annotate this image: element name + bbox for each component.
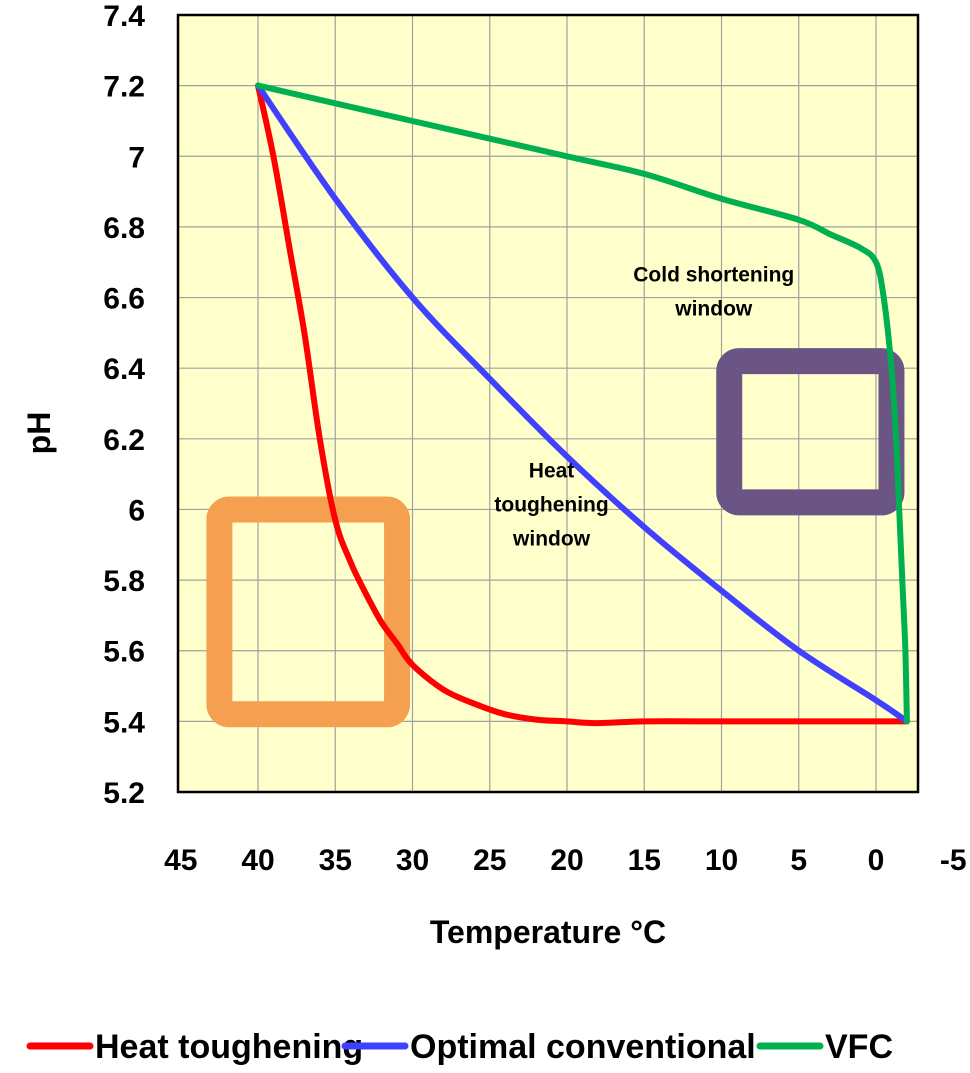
y-tick-label: 7.4 [103,0,145,33]
window-boxes [206,348,905,728]
y-tick-label: 5.4 [103,706,145,739]
x-tick-label: 40 [241,844,274,877]
plot-frame [176,13,920,794]
x-tick-label: 20 [550,844,583,877]
annotation-text: window [674,298,753,321]
x-tick-label: 25 [473,844,506,877]
plot-area [178,15,918,792]
annotation-text: toughening [494,493,608,516]
series-lines [255,82,910,727]
legend-label: Optimal conventional [410,1028,756,1066]
y-tick-label: 6.4 [103,353,145,386]
annotations: Cold shortening window Heat toughening windo… [494,264,794,551]
y-tick-label: 6.6 [103,283,145,316]
heat-toughening-window [206,496,411,728]
x-tick-label: 10 [705,844,738,877]
y-tick-label: 5.2 [103,777,145,810]
y-axis-title: pH [21,412,57,455]
legend-label: Heat toughening [95,1028,363,1066]
series-line-vfc [255,82,910,725]
y-axis-ticks: 5.2 5.4 5.6 5.8 6 6.2 6.4 6.6 6.8 7 7.2 7.4 [103,0,145,810]
x-tick-label: 35 [319,844,352,877]
y-tick-label: 5.6 [103,636,145,669]
annotation-text: window [512,527,591,550]
y-tick-label: 7 [128,141,145,174]
y-tick-label: 5.8 [103,565,145,598]
x-axis-ticks: 45 40 35 30 25 20 15 10 5 0 -5 [164,844,967,877]
series-line-heat-toughening [255,82,910,727]
x-tick-label: 0 [868,844,885,877]
y-tick-label: 6.2 [103,424,145,457]
x-tick-label: 45 [164,844,197,877]
x-tick-label: -5 [940,844,967,877]
series-line-optimal-conventional [255,82,910,725]
y-tick-label: 6 [128,494,145,527]
x-tick-label: 30 [396,844,429,877]
y-tick-label: 7.2 [103,71,145,104]
annotation-text: Cold shortening [633,264,794,287]
cold-shortening-window [716,348,905,516]
legend-label: VFC [825,1028,893,1066]
x-tick-label: 5 [790,844,807,877]
y-tick-label: 6.8 [103,212,145,245]
x-axis-title: Temperature °C [430,914,666,950]
x-tick-label: 15 [628,844,661,877]
legend: Heat toughening Optimal conventional VFC [26,1028,893,1066]
annotation-text: Heat [529,459,575,482]
